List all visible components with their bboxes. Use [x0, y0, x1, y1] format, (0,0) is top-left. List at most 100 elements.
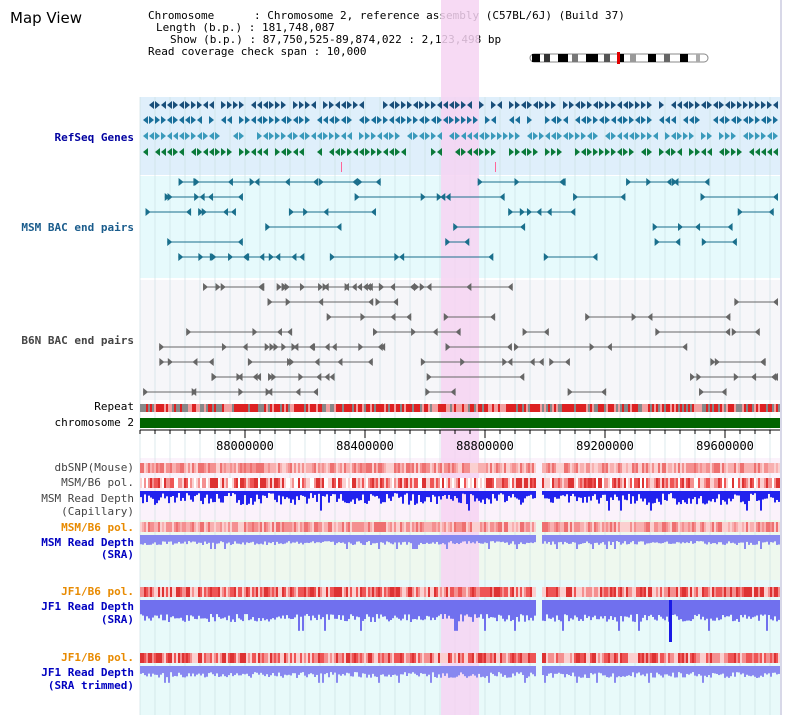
- bac-end-glyph[interactable]: [773, 193, 778, 201]
- bac-end-glyph[interactable]: [682, 343, 688, 351]
- refseq-gene-glyph[interactable]: [329, 148, 334, 156]
- refseq-gene-glyph[interactable]: [275, 101, 280, 109]
- bac-end-glyph[interactable]: [220, 283, 226, 291]
- bac-end-glyph[interactable]: [331, 343, 337, 351]
- refseq-gene-glyph[interactable]: [461, 132, 466, 140]
- refseq-gene-glyph[interactable]: [287, 116, 292, 124]
- refseq-gene-glyph[interactable]: [629, 116, 634, 124]
- refseq-gene-glyph[interactable]: [533, 132, 538, 140]
- refseq-gene-glyph[interactable]: [641, 101, 646, 109]
- bac-end-glyph[interactable]: [237, 238, 243, 246]
- refseq-gene-glyph[interactable]: [641, 116, 646, 124]
- refseq-gene-glyph[interactable]: [677, 132, 682, 140]
- bac-end-glyph[interactable]: [379, 283, 385, 291]
- refseq-gene-glyph[interactable]: [605, 101, 610, 109]
- refseq-gene-glyph[interactable]: [767, 148, 772, 156]
- bac-end-glyph[interactable]: [375, 178, 381, 186]
- refseq-gene-glyph[interactable]: [251, 101, 256, 109]
- bac-end-glyph[interactable]: [646, 178, 652, 186]
- bac-end-glyph[interactable]: [265, 223, 271, 231]
- bac-end-glyph[interactable]: [519, 373, 525, 381]
- bac-end-glyph[interactable]: [287, 328, 293, 336]
- bac-end-glyph[interactable]: [244, 253, 250, 261]
- refseq-gene-glyph[interactable]: [191, 132, 196, 140]
- refseq-gene-glyph[interactable]: [677, 101, 682, 109]
- refseq-gene-glyph[interactable]: [161, 116, 166, 124]
- bac-end-glyph[interactable]: [420, 193, 426, 201]
- refseq-gene-glyph[interactable]: [581, 148, 586, 156]
- refseq-gene-glyph[interactable]: [263, 132, 268, 140]
- refseq-gene-glyph[interactable]: [521, 101, 526, 109]
- refseq-gene-glyph[interactable]: [305, 132, 310, 140]
- refseq-gene-glyph[interactable]: [341, 148, 346, 156]
- bac-end-glyph[interactable]: [450, 388, 456, 396]
- refseq-gene-glyph[interactable]: [467, 101, 472, 109]
- bac-end-glyph[interactable]: [520, 223, 526, 231]
- bac-end-glyph[interactable]: [323, 208, 329, 216]
- bac-end-glyph[interactable]: [221, 343, 227, 351]
- refseq-gene-glyph[interactable]: [155, 132, 160, 140]
- refseq-gene-glyph[interactable]: [515, 116, 520, 124]
- refseq-gene-glyph[interactable]: [461, 148, 466, 156]
- refseq-gene-glyph[interactable]: [527, 116, 532, 124]
- refseq-gene-glyph[interactable]: [749, 101, 754, 109]
- refseq-gene-glyph[interactable]: [431, 132, 436, 140]
- refseq-gene-glyph[interactable]: [227, 116, 232, 124]
- refseq-gene-glyph[interactable]: [509, 101, 514, 109]
- bac-end-glyph[interactable]: [145, 208, 151, 216]
- refseq-gene-glyph[interactable]: [155, 148, 160, 156]
- refseq-gene-glyph[interactable]: [149, 132, 154, 140]
- refseq-gene-glyph[interactable]: [743, 116, 748, 124]
- refseq-gene-glyph[interactable]: [191, 148, 196, 156]
- refseq-gene-glyph[interactable]: [647, 101, 652, 109]
- bac-end-glyph[interactable]: [367, 283, 373, 291]
- refseq-gene-glyph[interactable]: [551, 148, 556, 156]
- bac-end-glyph[interactable]: [655, 328, 661, 336]
- refseq-gene-glyph[interactable]: [617, 148, 622, 156]
- refseq-gene-glyph[interactable]: [209, 116, 214, 124]
- bac-end-glyph[interactable]: [570, 208, 576, 216]
- bac-end-glyph[interactable]: [259, 283, 265, 291]
- bac-end-glyph[interactable]: [375, 298, 381, 306]
- refseq-gene-glyph[interactable]: [353, 148, 358, 156]
- bac-end-glyph[interactable]: [256, 373, 262, 381]
- refseq-gene-glyph[interactable]: [155, 101, 160, 109]
- refseq-gene-glyph[interactable]: [239, 148, 244, 156]
- refseq-gene-glyph[interactable]: [299, 148, 304, 156]
- refseq-gene-glyph[interactable]: [641, 132, 646, 140]
- refseq-gene-glyph[interactable]: [155, 116, 160, 124]
- bac-end-glyph[interactable]: [725, 328, 731, 336]
- refseq-gene-glyph[interactable]: [335, 116, 340, 124]
- jf1-b6-pol-trim-track[interactable]: [140, 653, 780, 663]
- refseq-gene-glyph[interactable]: [623, 148, 628, 156]
- refseq-gene-glyph[interactable]: [623, 116, 628, 124]
- refseq-gene-glyph[interactable]: [605, 132, 610, 140]
- refseq-gene-glyph[interactable]: [239, 132, 244, 140]
- refseq-gene-glyph[interactable]: [365, 116, 370, 124]
- refseq-gene-glyph[interactable]: [167, 132, 172, 140]
- refseq-gene-glyph[interactable]: [209, 148, 214, 156]
- refseq-gene-glyph[interactable]: [563, 116, 568, 124]
- refseq-gene-glyph[interactable]: [575, 132, 580, 140]
- bac-end-glyph[interactable]: [198, 208, 204, 216]
- refseq-gene-glyph[interactable]: [605, 116, 610, 124]
- bac-end-glyph[interactable]: [354, 193, 360, 201]
- refseq-gene-glyph[interactable]: [491, 148, 496, 156]
- refseq-gene-glyph[interactable]: [563, 132, 568, 140]
- refseq-gene-glyph[interactable]: [749, 148, 754, 156]
- refseq-gene-glyph[interactable]: [305, 116, 310, 124]
- refseq-gene-glyph[interactable]: [293, 132, 298, 140]
- refseq-gene-glyph[interactable]: [773, 132, 778, 140]
- bac-end-glyph[interactable]: [420, 358, 426, 366]
- refseq-gene-glyph[interactable]: [557, 132, 562, 140]
- refseq-gene-glyph[interactable]: [659, 148, 664, 156]
- refseq-gene-glyph[interactable]: [671, 101, 676, 109]
- b6n-bac-track[interactable]: [143, 283, 778, 396]
- refseq-gene-glyph[interactable]: [695, 101, 700, 109]
- refseq-gene-glyph[interactable]: [389, 148, 394, 156]
- refseq-gene-glyph[interactable]: [263, 148, 268, 156]
- refseq-gene-glyph[interactable]: [197, 101, 202, 109]
- refseq-gene-glyph[interactable]: [527, 101, 532, 109]
- refseq-gene-glyph[interactable]: [497, 132, 502, 140]
- refseq-gene-glyph[interactable]: [545, 148, 550, 156]
